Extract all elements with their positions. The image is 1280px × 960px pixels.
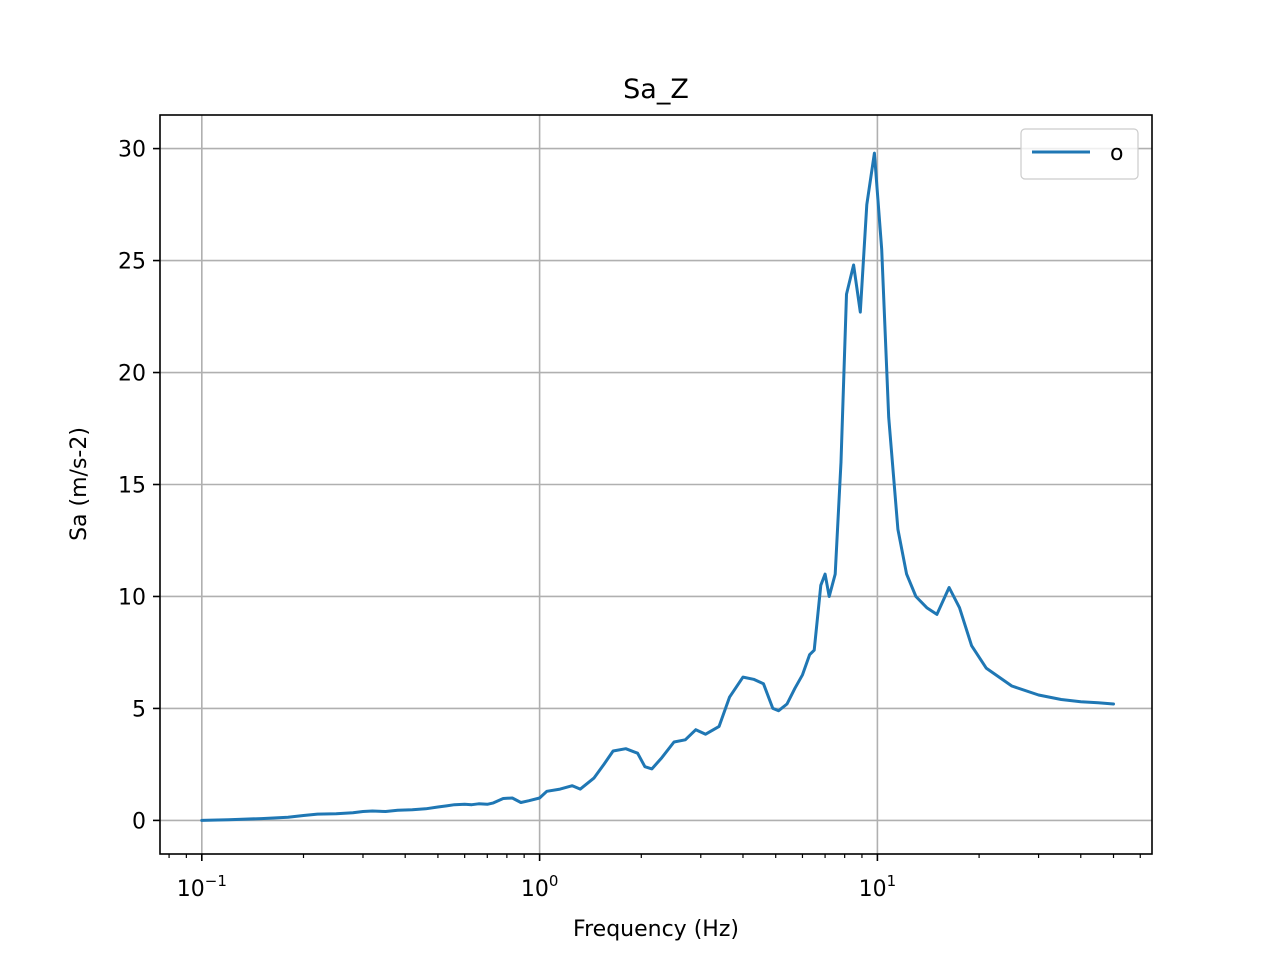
x-tick-label-base: 10 <box>177 877 205 902</box>
legend: o <box>1020 128 1139 180</box>
legend-box <box>1020 128 1139 180</box>
y-tick-label: 0 <box>132 809 146 834</box>
x-tick-label: 100 <box>521 872 559 902</box>
x-tick-label-exponent: −1 <box>205 872 227 890</box>
x-tick-label-exponent: 1 <box>887 872 897 890</box>
y-tick-label: 15 <box>118 474 146 499</box>
x-tick-label-base: 10 <box>521 877 549 902</box>
x-tick-label: 10−1 <box>177 872 227 902</box>
series-line <box>200 151 1115 822</box>
y-tick-label: 5 <box>132 697 146 722</box>
y-tick-label: 25 <box>118 250 146 275</box>
y-axis-label: Sa (m/s-2) <box>67 427 92 541</box>
x-tick-label: 101 <box>859 872 897 902</box>
grid <box>160 115 1152 854</box>
x-axis-label: Frequency (Hz) <box>573 917 739 942</box>
y-tick-label: 20 <box>118 362 146 387</box>
data-layer <box>200 151 1115 822</box>
y-tick-label: 10 <box>118 585 146 610</box>
y-tick-label: 30 <box>118 138 146 163</box>
chart-title: Sa_Z <box>623 74 689 105</box>
legend-label: o <box>1110 141 1123 166</box>
x-tick-label-exponent: 0 <box>549 872 559 890</box>
x-tick-label-base: 10 <box>859 877 887 902</box>
